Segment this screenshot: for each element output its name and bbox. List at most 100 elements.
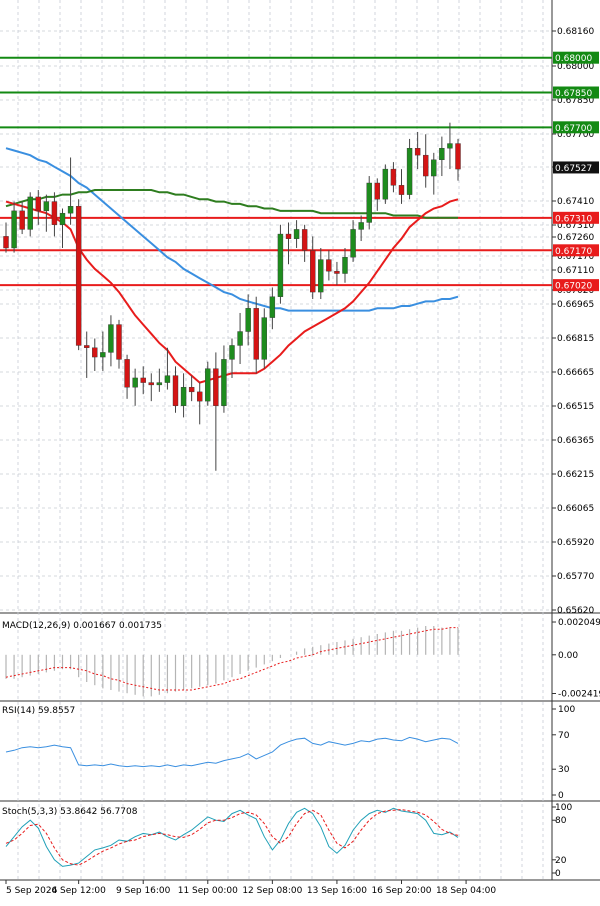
- candle: [213, 352, 219, 471]
- candle: [221, 345, 227, 413]
- price-tick-label: 0.67850: [557, 96, 594, 106]
- candle-body: [447, 143, 453, 149]
- time-tick-label: 6 Sep 12:00: [51, 886, 106, 896]
- candle: [237, 312, 243, 365]
- price-tick-label: 0.67410: [557, 197, 594, 207]
- candle-body: [342, 257, 348, 274]
- candle-body: [43, 201, 50, 212]
- candle-body: [285, 233, 292, 239]
- price-tick-label: 0.67700: [557, 130, 594, 140]
- resistance-label-bg: [553, 51, 599, 64]
- resistance-level: 0.67700: [0, 121, 599, 134]
- price-grid: [0, 0, 552, 880]
- candle-body: [108, 324, 114, 353]
- candle: [398, 169, 405, 204]
- price-tick-label: 0.65620: [557, 606, 594, 616]
- candle: [51, 192, 58, 237]
- candle-body: [390, 168, 397, 186]
- resistance-level: 0.68000: [0, 51, 599, 64]
- candle-body: [293, 229, 300, 239]
- candle-body: [253, 308, 259, 360]
- time-tick-label: 18 Sep 04:00: [436, 886, 496, 896]
- candle: [390, 162, 397, 193]
- current-price-tag: 0.67527: [553, 161, 599, 174]
- price-tick-label: 0.68160: [557, 27, 594, 37]
- price-tick-label: 0.65920: [557, 538, 594, 548]
- candle-body: [51, 201, 58, 225]
- candle-body: [237, 331, 243, 346]
- candle: [92, 338, 98, 371]
- candles: [3, 122, 461, 471]
- candle: [261, 308, 267, 369]
- candle-body: [67, 206, 74, 214]
- stoch-label: Stoch(5,3,3) 53.8642 56.7708: [2, 807, 138, 817]
- candle-body: [326, 259, 332, 272]
- stoch-k-line: [5, 807, 459, 867]
- time-tick-label: 16 Sep 20:00: [371, 886, 431, 896]
- price-tick-label: 0.67310: [557, 221, 594, 231]
- candle: [293, 220, 300, 248]
- candle-body: [205, 368, 211, 402]
- time-tick-label: 5 Sep 2024: [6, 886, 58, 896]
- candle: [205, 361, 211, 406]
- candle: [11, 201, 17, 253]
- support-label: 0.67310: [555, 214, 592, 224]
- candle-body: [414, 147, 421, 156]
- candle: [35, 189, 41, 225]
- candle-body: [27, 196, 33, 230]
- support-level: 0.67170: [0, 244, 599, 257]
- candle: [277, 224, 284, 304]
- time-tick-label: 12 Sep 08:00: [242, 886, 302, 896]
- candle-body: [382, 168, 389, 200]
- candle: [19, 201, 25, 235]
- candle: [156, 368, 163, 392]
- candle: [197, 382, 203, 425]
- candle: [67, 157, 74, 225]
- candle: [148, 373, 154, 402]
- candle-body: [100, 352, 106, 358]
- candle-body: [197, 391, 203, 402]
- candle-body: [277, 233, 284, 297]
- candle: [447, 122, 453, 170]
- candle-body: [124, 359, 130, 388]
- time-tick-label: 9 Sep 16:00: [116, 886, 171, 896]
- candle-body: [116, 324, 122, 360]
- candle: [108, 315, 114, 367]
- macd-tick-label: 0.002049: [558, 618, 600, 628]
- support-label-bg: [553, 244, 599, 257]
- resistance-label: 0.68000: [555, 54, 592, 64]
- candle-body: [140, 377, 146, 383]
- candle-body: [164, 375, 171, 383]
- candle: [43, 194, 50, 232]
- rsi-panel: RSI(14) 59.8557 100 70 30 0: [2, 705, 575, 801]
- candle: [414, 131, 421, 170]
- candle: [75, 199, 82, 351]
- candle-body: [423, 154, 429, 177]
- candle-body: [431, 159, 437, 177]
- candle: [431, 152, 437, 195]
- candle-body: [261, 317, 267, 360]
- price-tick-label: 0.66665: [557, 368, 594, 378]
- candle-body: [334, 270, 340, 274]
- candle: [439, 136, 445, 177]
- candle: [334, 261, 340, 286]
- support-label-bg: [553, 279, 599, 292]
- resistance-label-bg: [553, 121, 599, 134]
- rsi-line: [5, 736, 459, 768]
- support-level: 0.67310: [0, 211, 599, 224]
- candle-body: [132, 377, 138, 388]
- candle: [285, 222, 292, 265]
- candle: [455, 138, 461, 181]
- candle: [406, 138, 413, 200]
- current-price-bg: [553, 161, 599, 174]
- candle: [423, 134, 429, 188]
- candle: [124, 354, 130, 399]
- candle-body: [180, 387, 187, 406]
- candle-body: [229, 345, 235, 360]
- stoch-tick-label: 100: [555, 803, 572, 813]
- candle: [342, 247, 348, 283]
- price-tick-label: 0.66365: [557, 436, 594, 446]
- candle-body: [59, 212, 66, 225]
